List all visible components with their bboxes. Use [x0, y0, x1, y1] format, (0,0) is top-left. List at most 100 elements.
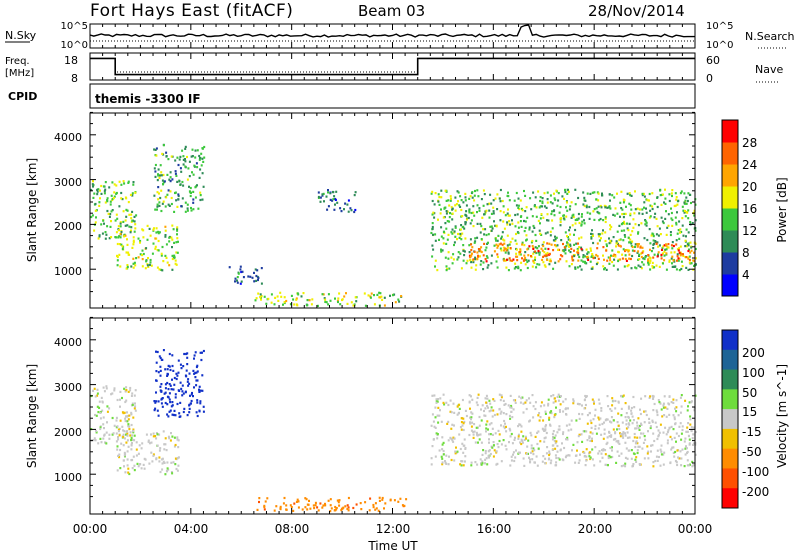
heatmap-cell	[624, 416, 627, 419]
heatmap-cell	[154, 247, 157, 250]
heatmap-cell	[198, 385, 201, 388]
heatmap-cell	[672, 414, 675, 417]
heatmap-cell	[484, 228, 487, 231]
heatmap-cell	[333, 195, 336, 198]
heatmap-cell	[540, 247, 543, 250]
heatmap-cell	[452, 253, 455, 256]
heatmap-cell	[431, 394, 434, 397]
heatmap-cell	[498, 197, 501, 200]
heatmap-cell	[660, 216, 663, 219]
heatmap-cell	[486, 256, 489, 259]
heatmap-cell	[636, 251, 639, 254]
heatmap-cell	[494, 237, 497, 240]
heatmap-cell	[629, 241, 632, 244]
heatmap-cell	[176, 237, 179, 240]
heatmap-cell	[672, 451, 675, 454]
heatmap-cell	[520, 442, 523, 446]
heatmap-cell	[531, 215, 534, 218]
heatmap-cell	[496, 266, 499, 269]
heatmap-cell	[491, 415, 494, 418]
heatmap-cell	[686, 459, 689, 462]
heatmap-cell	[499, 188, 502, 192]
heatmap-cell	[544, 247, 547, 250]
heatmap-cell	[165, 151, 168, 154]
heatmap-cell	[636, 421, 638, 424]
heatmap-cell	[576, 441, 579, 444]
heatmap-cell	[176, 438, 179, 441]
heatmap-cell	[472, 261, 475, 264]
heatmap-cell	[92, 439, 95, 442]
heatmap-cell	[690, 426, 693, 429]
heatmap-cell	[445, 265, 448, 268]
heatmap-cell	[617, 424, 620, 427]
heatmap-cell	[691, 437, 694, 440]
heatmap-cell	[553, 416, 556, 419]
heatmap-cell	[578, 221, 581, 225]
heatmap-cell	[166, 374, 169, 377]
heatmap-cell	[132, 243, 135, 246]
heatmap-cell	[520, 425, 523, 428]
heatmap-cell	[648, 261, 651, 264]
heatmap-cell	[652, 465, 655, 468]
heatmap-cell	[115, 432, 118, 435]
heatmap-cell	[126, 411, 128, 414]
heatmap-cell	[440, 208, 442, 211]
heatmap-cell	[490, 409, 493, 412]
heatmap-cell	[681, 224, 684, 227]
heatmap-cell	[336, 499, 339, 502]
heatmap-cell	[511, 222, 514, 225]
heatmap-cell	[442, 449, 445, 453]
heatmap-cell	[479, 250, 482, 253]
heatmap-cell	[590, 421, 593, 425]
heatmap-cell	[553, 439, 556, 442]
heatmap-cell	[602, 246, 605, 249]
heatmap-cell	[666, 431, 669, 434]
heatmap-cell	[499, 412, 502, 415]
heatmap-cell	[590, 249, 592, 252]
heatmap-cell	[597, 452, 600, 455]
heatmap-cell	[173, 241, 176, 244]
heatmap-cell	[175, 377, 178, 381]
heatmap-cell	[322, 293, 325, 296]
heatmap-cell	[234, 280, 236, 283]
heatmap-cell	[634, 445, 637, 449]
heatmap-cell	[582, 203, 585, 206]
heatmap-cell	[622, 436, 625, 439]
heatmap-cell	[637, 231, 640, 234]
freq-left-label: Freq.	[5, 56, 30, 67]
heatmap-cell	[441, 249, 444, 252]
heatmap-cell	[638, 428, 641, 431]
heatmap-cell	[655, 455, 658, 458]
heatmap-cell	[480, 246, 483, 249]
heatmap-cell	[437, 406, 440, 409]
heatmap-cell	[545, 253, 548, 256]
heatmap-cell	[164, 391, 167, 394]
heatmap-cell	[676, 255, 679, 258]
xtick-2: 08:00	[275, 522, 310, 536]
heatmap-cell	[167, 373, 169, 376]
heatmap-cell	[492, 199, 495, 202]
heatmap-cell	[102, 219, 105, 222]
heatmap-cell	[173, 409, 176, 412]
heatmap-cell	[384, 502, 387, 505]
heatmap-cell	[157, 371, 160, 374]
heatmap-cell	[438, 449, 441, 452]
heatmap-cell	[676, 203, 679, 206]
heatmap-cell	[557, 260, 560, 263]
heatmap-cell	[633, 452, 636, 456]
heatmap-cell	[446, 238, 449, 241]
heatmap-cell	[680, 457, 683, 460]
velocity-colorbar-frame	[721, 329, 739, 509]
heatmap-cell	[537, 430, 540, 433]
heatmap-cell	[150, 451, 153, 454]
heatmap-cell	[477, 426, 479, 429]
heatmap-cell	[611, 260, 614, 264]
heatmap-cell	[590, 426, 593, 429]
heatmap-cell	[523, 254, 526, 257]
heatmap-cell	[592, 241, 595, 245]
heatmap-cell	[157, 186, 160, 189]
heatmap-cell	[674, 407, 676, 410]
heatmap-cell	[583, 451, 586, 454]
heatmap-cell	[569, 250, 572, 254]
heatmap-cell	[536, 247, 539, 250]
